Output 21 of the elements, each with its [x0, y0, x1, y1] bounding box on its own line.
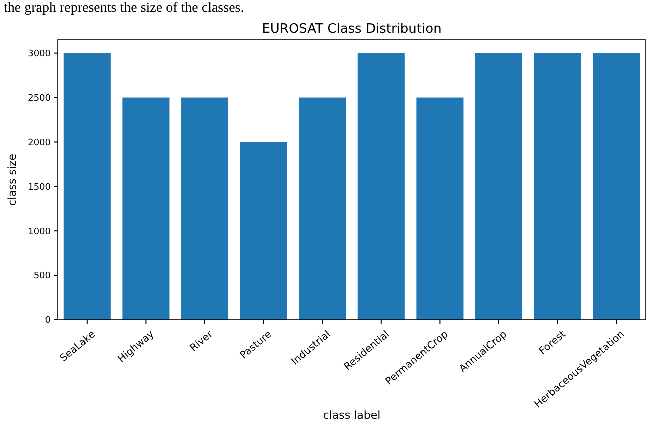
- bar: [64, 53, 111, 320]
- y-tick-label: 0: [45, 316, 52, 326]
- y-tick-label: 3000: [28, 49, 52, 60]
- bar: [475, 53, 523, 320]
- y-tick-label: 1500: [28, 182, 52, 193]
- bar: [358, 53, 405, 320]
- y-tick-label: 1000: [28, 227, 52, 238]
- bar: [416, 98, 464, 320]
- chart-title: EUROSAT Class Distribution: [262, 22, 442, 37]
- y-tick-label: 2500: [28, 94, 52, 104]
- bar: [122, 98, 170, 320]
- bar: [181, 98, 229, 320]
- y-axis-title: class size: [6, 154, 19, 206]
- bar: [534, 53, 582, 320]
- bar: [240, 142, 288, 320]
- bar: [299, 98, 346, 320]
- y-tick-label: 500: [34, 272, 52, 282]
- bar: [593, 53, 640, 320]
- y-tick-label: 2000: [28, 138, 52, 148]
- x-axis-title: class label: [323, 409, 381, 422]
- text: the graph represents the size of the classes.: [4, 1, 244, 16]
